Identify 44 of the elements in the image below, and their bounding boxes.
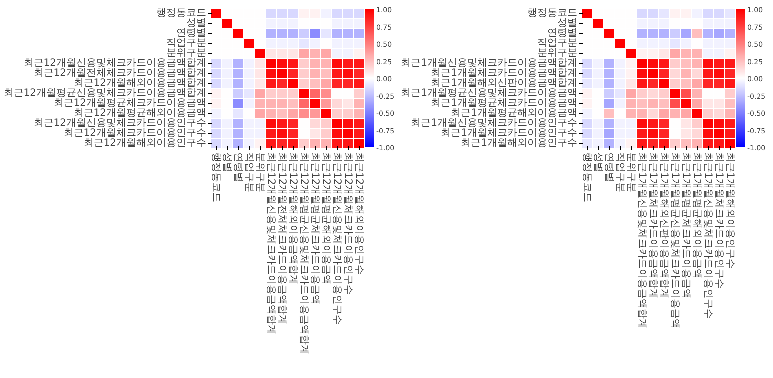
y-tick-label: 분위구분 (538, 48, 578, 59)
y-tick-label: 행정동코드 (156, 8, 206, 19)
x-tick-label: 분위구분 (626, 152, 636, 192)
y-tick-label: 최근1개월신용및체크카드이용인구수 (411, 118, 578, 129)
y-tick-label: 연령별 (548, 28, 578, 39)
y-tick-label: 최근12개월해외이용인구수 (84, 138, 207, 149)
y-tick-label: 행정동코드 (528, 8, 578, 19)
x-tick-label: 최근12개월해외이용금액합계 (288, 152, 298, 286)
x-tick-label: 연령별 (604, 152, 614, 182)
y-tick-label: 직업구분 (166, 38, 206, 49)
x-tick-label: 최근12개월평균해외이용금액 (320, 152, 332, 286)
x-tick-label: 분위구분 (254, 152, 266, 192)
y-tick-label: 연령별 (176, 28, 206, 39)
y-tick-label: 최근1개월평균체크카드이용금액 (431, 98, 578, 109)
x-tick-label: 연령별 (232, 152, 244, 182)
y-tick-label: 최근1개월체크카드이용금액합계 (431, 68, 578, 79)
y-tick-label: 최근1개월체크카드이용인구수 (441, 128, 578, 139)
y-tick-label: 분위구분 (166, 48, 206, 59)
y-tick-label: 최근12개월평균신용및체크카드이용금액합계 (4, 88, 207, 99)
y-tick-label: 최근12개월평균해외이용금액 (74, 108, 207, 119)
y-tick-label: 성별 (186, 18, 206, 29)
x-tick-label: 성별 (222, 152, 232, 172)
x-tick-label: 최근1개월평균해외이용금액 (692, 152, 702, 279)
y-tick-label: 최근12개월평균체크카드이용금액 (54, 98, 207, 109)
y-tick-label: 최근1개월평균신용및체크카드이용금액 (401, 88, 578, 99)
x-tick-label: 최근1개월체크카드이용인구수 (714, 152, 724, 289)
x-tick-label: 성별 (592, 152, 604, 172)
x-tick-label: 직업구분 (244, 152, 254, 192)
x-tick-label: 직업구분 (614, 152, 626, 192)
x-tick-label: 최근1개월해외이용인구수 (724, 152, 736, 269)
y-tick-label: 최근12개월신용및체크카드이용금액합계 (24, 58, 207, 69)
x-tick-label: 최근1개월평균체크카드이용금액 (680, 152, 692, 299)
y-tick-label: 성별 (558, 18, 578, 29)
y-tick-label: 최근12개월체크카드이용인구수 (64, 128, 207, 139)
x-tick-label: 최근1개월신용및체크카드이용인구수 (702, 152, 714, 319)
y-tick-label: 직업구분 (538, 38, 578, 49)
y-tick-label: 최근12개월전체체크카드이용금액합계 (34, 68, 207, 79)
x-tick-label: 최근1개월해외신판이용금액합계 (658, 152, 670, 299)
y-tick-label: 최근1개월평균해외이용금액 (451, 108, 578, 119)
y-tick-label: 최근12개월해외이용금액합계 (74, 78, 207, 89)
y-tick-label: 최근1개월해외신판이용금액합계 (431, 78, 578, 89)
y-tick-label: 최근1개월해외이용인구수 (461, 138, 578, 149)
y-tick-label: 최근12개월신용및체크카드이용인구수 (34, 118, 207, 129)
y-tick-label: 최근1개월신용및체크카드이용금액합계 (401, 58, 578, 69)
